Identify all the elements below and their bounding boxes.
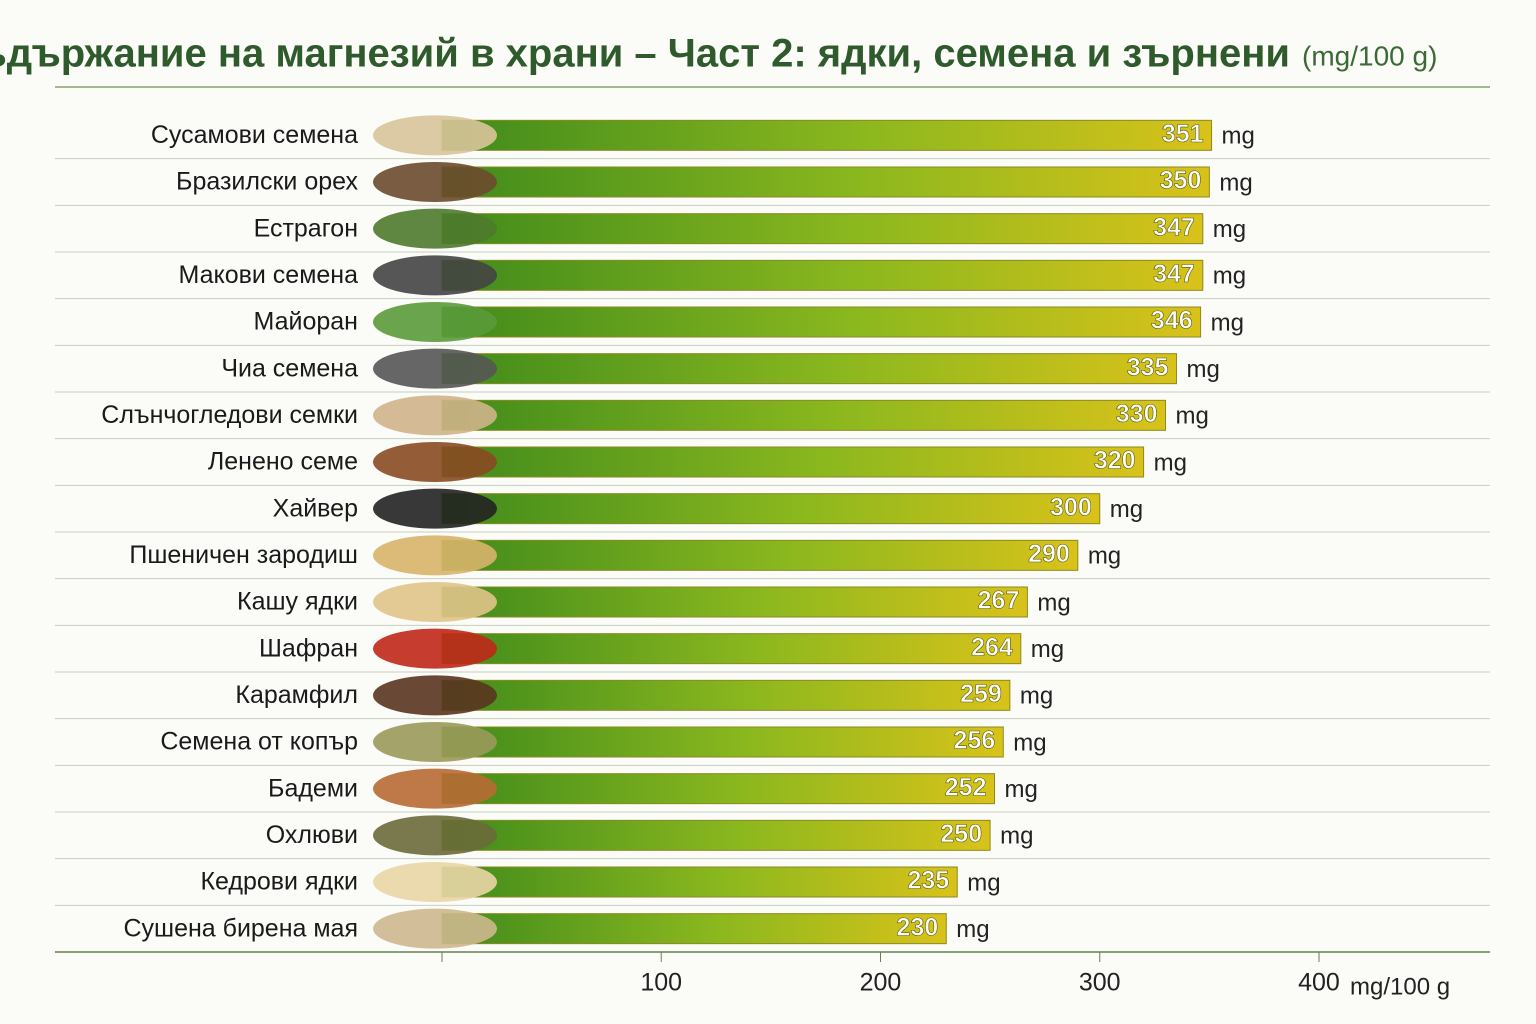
value-label: 252 [945, 773, 987, 801]
bar [441, 399, 1167, 431]
value-label: 330 [1116, 400, 1158, 428]
bar [441, 493, 1101, 525]
value-unit: mg [1088, 543, 1121, 570]
value-label: 346 [1151, 307, 1193, 335]
value-unit: mg [1154, 449, 1187, 476]
value-label: 320 [1094, 447, 1136, 475]
bar [441, 633, 1022, 665]
category-label: Шафран [259, 634, 358, 662]
bar [441, 306, 1202, 338]
value-label: 230 [897, 913, 939, 941]
value-label: 290 [1028, 540, 1070, 568]
chart-title: Съдържание на магнезий в храни – Част 2:… [0, 32, 1290, 76]
value-unit: mg [1013, 729, 1046, 756]
food-icon [373, 628, 497, 669]
food-icon [373, 908, 497, 949]
value-label: 264 [971, 633, 1013, 661]
category-label: Сушена бирена мая [123, 914, 358, 942]
category-label: Естрагон [254, 214, 358, 242]
value-label: 259 [960, 680, 1002, 708]
category-label: Бразилски орех [176, 168, 358, 196]
category-label: Ленено семе [208, 448, 358, 476]
value-label: 351 [1162, 120, 1204, 148]
category-label: Хайвер [273, 494, 358, 522]
value-unit: mg [1213, 216, 1246, 243]
x-tick-label: 100 [640, 969, 682, 997]
food-icon [373, 302, 497, 342]
x-tick-label: 200 [860, 969, 902, 997]
food-icon [373, 815, 497, 856]
food-icon [373, 862, 497, 902]
category-label: Кедрови ядки [200, 868, 358, 896]
value-label: 235 [908, 867, 950, 895]
x-tick-label: 400 [1298, 969, 1340, 997]
bar [441, 913, 947, 945]
category-label: Майоран [254, 308, 359, 336]
value-unit: mg [1000, 823, 1033, 850]
category-label: Макови семена [178, 261, 358, 289]
x-axis-label: mg/100 g [1350, 973, 1450, 1000]
bar [441, 259, 1204, 291]
category-label: Карамфил [235, 681, 358, 709]
value-label: 300 [1050, 493, 1092, 521]
value-unit: mg [1176, 403, 1209, 430]
value-label: 256 [954, 727, 996, 755]
food-icon [373, 722, 497, 762]
food-icon [373, 488, 497, 529]
category-label: Семена от копър [160, 728, 358, 756]
bar [441, 213, 1204, 245]
value-label: 267 [978, 587, 1020, 615]
food-icon [373, 208, 497, 249]
bar [441, 539, 1079, 571]
x-tick-label: 300 [1079, 969, 1121, 997]
category-label: Бадеми [268, 774, 358, 802]
value-unit: mg [1020, 683, 1053, 710]
value-label: 350 [1160, 167, 1202, 195]
category-label: Пшеничен зародиш [129, 541, 358, 569]
value-label: 250 [940, 820, 982, 848]
bar [441, 119, 1213, 151]
food-icon [373, 348, 497, 389]
food-icon [373, 442, 497, 482]
value-unit: mg [956, 916, 989, 943]
food-icon [373, 395, 497, 436]
bar [441, 446, 1145, 478]
value-unit: mg [1037, 589, 1070, 616]
category-label: Чиа семена [221, 354, 358, 382]
food-icon [373, 582, 497, 622]
food-icon [373, 255, 497, 296]
category-label: Охлюви [266, 821, 358, 849]
bar [441, 726, 1004, 758]
category-label: Сусамови семена [151, 121, 358, 149]
value-unit: mg [1110, 496, 1143, 523]
value-unit: mg [1005, 776, 1038, 803]
value-unit: mg [967, 869, 1000, 896]
value-unit: mg [1222, 123, 1255, 150]
bar [441, 866, 958, 898]
bar [441, 586, 1028, 618]
value-unit: mg [1186, 356, 1219, 383]
category-label: Кашу ядки [237, 588, 358, 616]
value-unit: mg [1213, 263, 1246, 290]
bar [441, 679, 1011, 711]
food-icon [373, 675, 497, 716]
food-icon [373, 115, 497, 156]
food-icon [373, 162, 497, 202]
value-unit: mg [1211, 309, 1244, 336]
category-label: Слънчогледови семки [101, 401, 358, 429]
value-label: 347 [1153, 260, 1195, 288]
bar [441, 353, 1177, 385]
value-unit: mg [1031, 636, 1064, 663]
bar [441, 819, 991, 851]
value-unit: mg [1219, 169, 1252, 196]
food-icon [373, 768, 497, 809]
food-icon [373, 535, 497, 576]
bar [441, 773, 996, 805]
title-unit: (mg/100 g) [1302, 40, 1437, 71]
value-label: 347 [1153, 213, 1195, 241]
bar [441, 166, 1210, 198]
value-label: 335 [1127, 353, 1169, 381]
